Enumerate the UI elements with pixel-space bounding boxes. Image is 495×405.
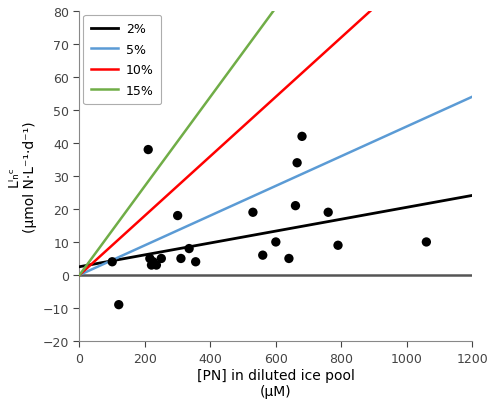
Point bbox=[115, 302, 123, 308]
Point bbox=[285, 256, 293, 262]
Point bbox=[324, 209, 332, 216]
Point bbox=[422, 239, 430, 245]
Point bbox=[148, 262, 155, 269]
Point bbox=[292, 203, 299, 209]
Point bbox=[177, 256, 185, 262]
Point bbox=[146, 256, 154, 262]
Point bbox=[144, 147, 152, 153]
Point bbox=[108, 259, 116, 265]
X-axis label: [PN] in diluted ice pool
(μM): [PN] in diluted ice pool (μM) bbox=[197, 368, 355, 398]
Point bbox=[293, 160, 301, 166]
Y-axis label: Lᴵₙᶜ
(μmol N·L⁻¹·d⁻¹): Lᴵₙᶜ (μmol N·L⁻¹·d⁻¹) bbox=[7, 121, 37, 232]
Point bbox=[152, 262, 160, 269]
Point bbox=[174, 213, 182, 219]
Point bbox=[157, 256, 165, 262]
Point bbox=[192, 259, 199, 265]
Legend: 2%, 5%, 10%, 15%: 2%, 5%, 10%, 15% bbox=[83, 16, 161, 105]
Point bbox=[272, 239, 280, 245]
Point bbox=[249, 209, 257, 216]
Point bbox=[298, 134, 306, 140]
Point bbox=[149, 259, 157, 265]
Point bbox=[185, 246, 193, 252]
Point bbox=[259, 252, 267, 259]
Point bbox=[334, 243, 342, 249]
